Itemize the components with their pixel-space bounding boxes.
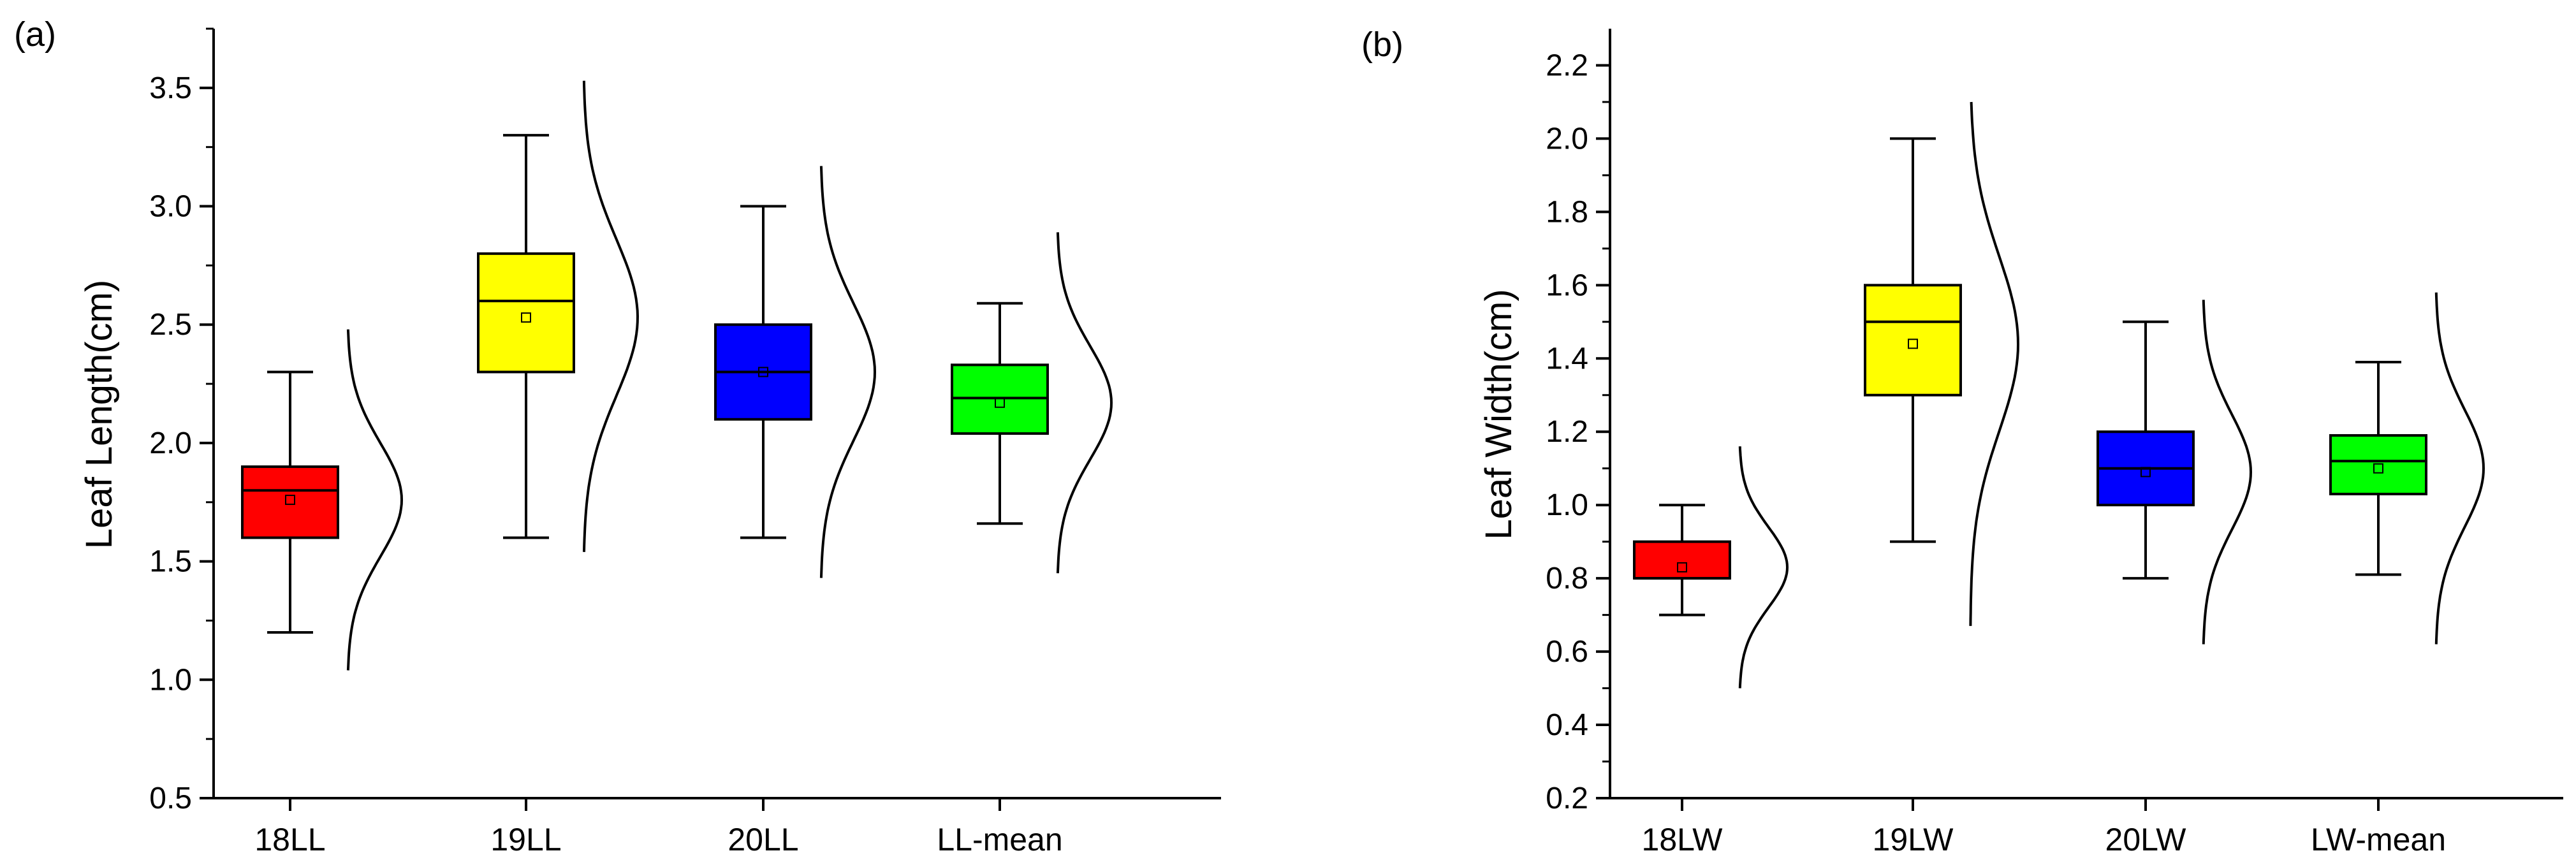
x-category-label: 19LW (1873, 822, 1954, 857)
y-tick-label-b: 0.4 (1546, 708, 1588, 742)
y-tick-label-b: 2.0 (1546, 122, 1588, 156)
distribution-curve (1056, 232, 1113, 574)
mean-marker (285, 495, 295, 506)
box-19LW (1864, 284, 1962, 397)
x-category-label: 20LL (728, 822, 798, 857)
x-category-label: 19LL (490, 822, 561, 857)
mean-marker (758, 367, 768, 377)
distribution-curve (2434, 292, 2485, 645)
mean-marker (995, 397, 1005, 408)
x-category-label: 20LW (2105, 822, 2187, 857)
x-category-label: 18LL (254, 822, 325, 857)
panel-a: (a) Leaf Length(cm) 0.5 1.0 1.5 2.0 2.5 3.0 3.… (14, 15, 1221, 857)
distribution-curve (346, 329, 404, 671)
y-tick-label-b: 0.6 (1546, 635, 1588, 669)
y-tick-label-b: 1.4 (1546, 342, 1588, 375)
distribution-curve (582, 80, 640, 552)
distribution-curve (1738, 446, 1789, 688)
y-axis-title-a: Leaf Length(cm) (78, 280, 120, 549)
box-LW-mean (2329, 433, 2427, 495)
y-tick-label-b: 0.2 (1546, 782, 1588, 815)
distribution-curve (1969, 101, 2020, 626)
distribution-curve (819, 166, 877, 578)
mean-marker (2141, 467, 2151, 477)
mean-marker (521, 312, 531, 323)
x-category-label: LW-mean (2311, 822, 2446, 857)
panel-b: (b) Leaf Width(cm) 0.2 0.4 0.6 0.8 1.0 1.2 1.4… (1361, 26, 2563, 857)
mean-marker (1908, 339, 1918, 349)
box-18LW (1633, 540, 1731, 580)
mean-marker (1677, 562, 1687, 572)
panel-label-b: (b) (1361, 26, 1403, 64)
y-tick-label-a: 2.5 (149, 308, 192, 342)
y-tick-label-b: 2.2 (1546, 48, 1588, 82)
y-tick-label-a: 1.5 (149, 545, 192, 579)
y-tick-label-a: 3.5 (149, 71, 192, 105)
distribution-curve (2202, 300, 2253, 645)
y-tick-label-a: 3.0 (149, 190, 192, 224)
y-tick-label-b: 1.8 (1546, 195, 1588, 229)
box-18LL (241, 465, 339, 539)
y-tick-label-b: 1.0 (1546, 488, 1588, 522)
x-category-label: LL-mean (937, 822, 1062, 857)
y-tick-label-a: 0.5 (149, 782, 192, 815)
x-category-label: 18LW (1642, 822, 1723, 857)
y-tick-label-a: 1.0 (149, 663, 192, 697)
y-tick-label-b: 1.2 (1546, 415, 1588, 449)
y-axis-title-b: Leaf Width(cm) (1478, 289, 1519, 539)
y-tick-label-a: 2.0 (149, 426, 192, 460)
y-tick-label-b: 1.6 (1546, 268, 1588, 302)
y-tick-label-b: 0.8 (1546, 562, 1588, 595)
panel-label-a: (a) (14, 15, 56, 54)
mean-marker (2373, 463, 2383, 474)
